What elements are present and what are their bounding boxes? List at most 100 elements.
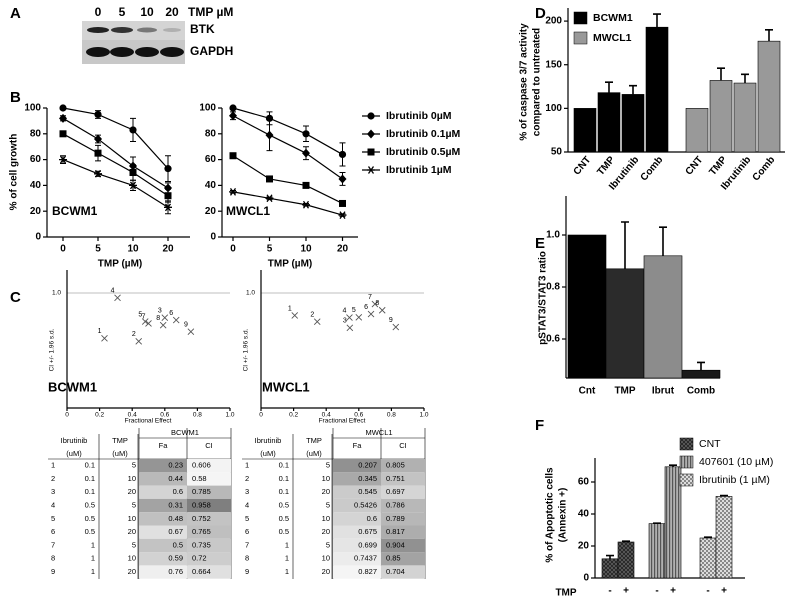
table-cell-shade: [333, 472, 381, 486]
marker: [338, 211, 347, 219]
table-cell: 0.752: [192, 514, 211, 523]
bar: [685, 108, 709, 153]
x-tick-label: -: [655, 586, 658, 597]
table-header: (uM): [112, 449, 128, 458]
marker: [94, 134, 102, 144]
bar: [733, 82, 757, 153]
table-cell: 0.904: [386, 540, 405, 549]
table-cell: 0.5426: [354, 500, 377, 509]
table-cell: 0.6: [367, 514, 377, 523]
table-cell: 0.735: [192, 540, 211, 549]
table-cell: 0.5: [85, 514, 95, 523]
marker: [339, 199, 346, 207]
table-cell: 20: [322, 567, 330, 576]
x-tick-label: 0: [60, 244, 66, 255]
legend-label: Ibrutinib 1µM: [386, 164, 452, 176]
legend-label: Ibrutinib 0.1µM: [386, 128, 461, 140]
marker: [302, 148, 310, 158]
y-tick-label: 1.0: [546, 230, 560, 241]
table-cell: 0.751: [386, 474, 405, 483]
marker: [164, 192, 172, 200]
band-label: GAPDH: [190, 44, 233, 58]
y-tick-label: 20: [30, 206, 42, 217]
x-tick-label: 20: [162, 244, 174, 255]
error-bar: [717, 67, 725, 81]
x-tick-label: 1.0: [419, 412, 428, 419]
legend-marker: [367, 129, 375, 139]
point-label: 3: [158, 308, 162, 315]
legend-swatch: [679, 455, 694, 469]
table-header: CI: [205, 441, 213, 450]
dose-label: 5: [119, 5, 126, 19]
table-cell: 20: [322, 487, 330, 496]
marker: [59, 130, 67, 138]
table-cell: 0.675: [358, 527, 377, 536]
table-cell: 10: [128, 554, 136, 563]
marker: [266, 175, 273, 183]
panel-letter: E: [535, 235, 545, 252]
bar: [573, 108, 597, 153]
dose-unit: TMP µM: [188, 5, 233, 19]
x-tick-label: 0.8: [387, 412, 396, 419]
point-label: 7: [142, 313, 146, 320]
x-tick-label: 0.6: [354, 412, 363, 419]
table-cell-shade: [381, 498, 425, 513]
marker: [338, 150, 347, 159]
table-header: Fa: [353, 441, 363, 450]
error-bar: [697, 361, 705, 371]
y-axis-label: CI +/- 1.96 s.d.: [243, 328, 250, 371]
series-line: [62, 159, 169, 208]
table-cell: 0.67: [168, 527, 183, 536]
point-label: 3: [343, 318, 347, 325]
table-cell-shade: [187, 538, 231, 553]
legend-label: Ibrutinib (1 µM): [699, 474, 770, 486]
point: [114, 294, 121, 302]
marker: [129, 181, 137, 190]
error-bar: [704, 536, 712, 538]
error-bar: [606, 554, 614, 559]
series-line: [62, 107, 169, 170]
table-cell-shade: [187, 472, 231, 486]
y-axis-label: pSTAT3/STAT3 ratio: [538, 251, 549, 345]
y-tick-label: 20: [205, 206, 217, 217]
x-tick-label: 0.8: [193, 412, 202, 419]
table-cell: 10: [128, 514, 136, 523]
x-tick-label: Cnt: [579, 386, 596, 397]
table-cell: 0.789: [386, 514, 405, 523]
panel-letter: B: [10, 89, 21, 106]
x-tick-label: 20: [337, 244, 349, 255]
table-cell: 5: [326, 500, 330, 509]
y-tick-label: 0.6: [546, 334, 560, 345]
error-bar: [669, 464, 677, 467]
table-cell: 20: [128, 567, 136, 576]
table-cell: 0.958: [192, 500, 211, 509]
table-cell: 1: [51, 461, 55, 470]
table-cell: 5: [132, 540, 136, 549]
legend-label: MWCL1: [593, 32, 632, 44]
point: [346, 324, 354, 332]
panel-letter: F: [535, 417, 544, 434]
error-bar: [621, 221, 629, 269]
table-cell: 0.765: [192, 527, 211, 536]
error-bar: [765, 29, 773, 42]
y-tick-label: 100: [545, 103, 562, 114]
bar: [567, 234, 607, 379]
table-cell-shade: [139, 459, 187, 473]
point: [355, 313, 363, 321]
error-bar: [659, 226, 667, 256]
table-cell: 0.59: [168, 554, 183, 563]
table-cell: 0.785: [192, 487, 211, 496]
table-cell-shade: [187, 512, 231, 526]
table-cell-shade: [139, 498, 187, 513]
legend-marker: [367, 148, 375, 156]
y-tick-label: 100: [199, 103, 216, 114]
point-label: 5: [138, 311, 142, 318]
table-cell: 5: [132, 500, 136, 509]
table-cell: 10: [322, 554, 330, 563]
bar: [648, 523, 666, 579]
point: [392, 323, 400, 331]
band: [86, 47, 110, 57]
marker: [265, 194, 274, 203]
x-tick-label: Comb: [687, 386, 715, 397]
table-cell-shade: [333, 552, 381, 566]
